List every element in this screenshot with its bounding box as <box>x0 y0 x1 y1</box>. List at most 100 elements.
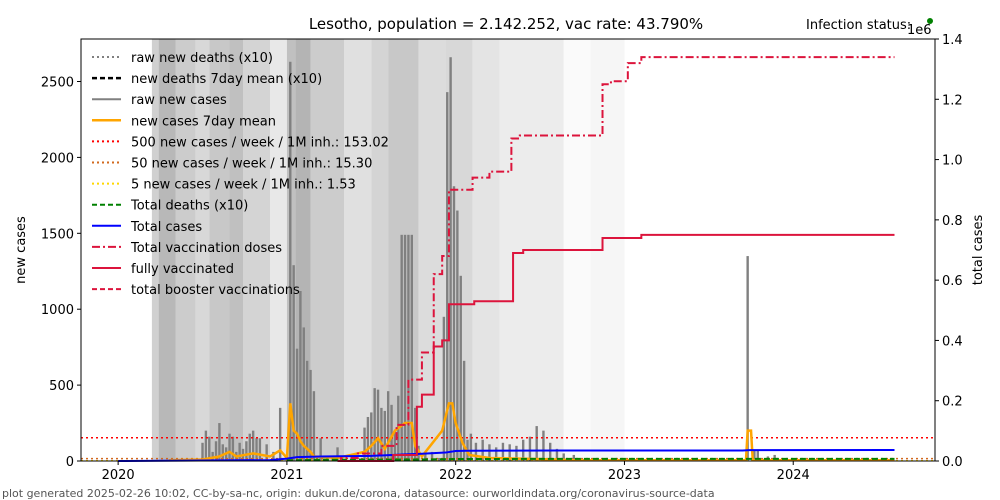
legend-label: raw new deaths (x10) <box>131 51 273 66</box>
bar-raw-new-cases <box>400 234 403 461</box>
bar-raw-new-cases <box>319 438 322 461</box>
bar-raw-new-cases <box>488 444 491 461</box>
bar-raw-new-cases <box>251 430 255 461</box>
bar-raw-new-cases <box>555 448 559 461</box>
legend-label: Total deaths (x10) <box>130 199 248 214</box>
x-tick-label: 2021 <box>270 468 303 483</box>
bar-raw-new-cases <box>452 186 456 461</box>
bar-raw-new-cases <box>501 442 505 461</box>
bar-raw-new-cases <box>302 327 305 461</box>
bar-raw-new-cases <box>278 407 282 461</box>
bar-raw-new-cases <box>272 451 275 461</box>
bar-raw-new-cases <box>753 450 756 461</box>
bar-raw-new-cases <box>508 444 511 461</box>
bar-raw-new-cases <box>413 407 417 461</box>
legend-label: 500 new cases / week / 1M inh.: 153.02 <box>131 135 389 150</box>
status-band <box>229 39 244 461</box>
bar-raw-new-cases <box>363 427 366 461</box>
infection-status-dot <box>927 18 933 24</box>
bar-raw-new-cases <box>380 407 383 461</box>
bar-raw-new-cases <box>248 433 251 461</box>
bar-raw-new-cases <box>572 454 576 461</box>
status-band <box>371 39 389 461</box>
legend-label: Total cases <box>130 220 202 235</box>
line-total-deaths-x10- <box>286 457 895 462</box>
bar-raw-new-cases <box>373 388 376 461</box>
y-left-tick-label: 2500 <box>41 76 74 91</box>
status-band <box>175 39 196 461</box>
legend-label: 5 new cases / week / 1M inh.: 1.53 <box>131 178 356 193</box>
status-band <box>158 39 176 461</box>
chart-title: Lesotho, population = 2.142.252, vac rat… <box>309 15 703 33</box>
bar-raw-new-cases <box>204 430 208 461</box>
bar-raw-new-cases <box>756 450 759 461</box>
bar-raw-new-cases <box>383 410 386 461</box>
y-axis-left: 0 500 1000 1500 2000 2500 <box>41 76 81 470</box>
bar-raw-new-cases <box>336 447 339 461</box>
bar-raw-new-cases <box>214 441 218 461</box>
bar-raw-new-cases <box>238 442 241 461</box>
bar-raw-new-cases <box>459 275 462 461</box>
bar-raw-new-cases <box>265 444 268 461</box>
infection-status-label: Infection status: <box>806 18 911 33</box>
y-axis-left-label: new cases <box>14 216 29 284</box>
bar-raw-new-cases <box>403 234 407 461</box>
status-band <box>270 39 287 461</box>
bar-raw-new-cases <box>407 234 410 461</box>
x-tick-label: 2023 <box>608 468 641 483</box>
line-total-vaccination-doses <box>337 56 895 462</box>
bar-raw-new-cases <box>424 453 427 461</box>
status-band <box>151 39 159 461</box>
status-band <box>310 39 345 461</box>
bar-raw-new-cases <box>201 442 204 461</box>
plot-frame <box>80 38 936 462</box>
bar-raw-new-cases <box>208 436 211 461</box>
legend-label: 50 new cases / week / 1M inh.: 15.30 <box>131 157 372 172</box>
x-axis: 2020 2021 2022 2023 2024 <box>102 461 810 483</box>
bar-raw-new-cases <box>449 57 452 462</box>
status-band <box>418 39 446 461</box>
status-band <box>472 39 500 461</box>
bar-raw-new-cases <box>442 316 446 461</box>
bar-raw-new-cases <box>390 404 393 461</box>
bar-raw-new-cases <box>386 391 390 461</box>
bar-raw-new-cases <box>430 451 434 461</box>
bar-raw-new-cases <box>456 210 459 461</box>
y-left-tick-label: 1000 <box>41 303 74 318</box>
bar-raw-new-cases <box>299 290 302 461</box>
y-right-tick-label: 0.0 <box>942 455 963 470</box>
bar-raw-new-cases <box>309 369 312 461</box>
bar-raw-new-cases <box>292 265 295 461</box>
bar-raw-new-cases <box>474 442 478 461</box>
bar-raw-new-cases <box>255 438 258 461</box>
bar-raw-new-cases <box>289 61 292 462</box>
bar-raw-new-cases <box>218 423 221 461</box>
legend-label: Total vaccination doses <box>130 241 282 256</box>
bar-raw-new-cases <box>462 360 466 461</box>
bar-raw-new-cases <box>376 389 380 461</box>
legend-label: fully vaccinated <box>131 262 234 277</box>
bar-raw-new-cases <box>393 430 397 461</box>
bar-raw-new-cases <box>535 426 538 461</box>
bar-raw-new-cases <box>528 436 532 461</box>
status-band <box>344 39 372 461</box>
y-right-tick-label: 0.8 <box>942 214 963 229</box>
bar-raw-new-cases <box>410 234 413 461</box>
legend-label: new deaths 7day mean (x10) <box>131 72 322 87</box>
bar-raw-new-cases <box>515 445 518 461</box>
series-lines <box>118 56 895 462</box>
bar-raw-new-cases <box>228 433 231 461</box>
y-left-tick-label: 1500 <box>41 227 74 242</box>
x-tick-label: 2020 <box>102 468 135 483</box>
footer-credits: plot generated 2025-02-26 10:02, CC-by-s… <box>2 487 715 500</box>
y-right-tick-label: 0.4 <box>942 334 963 349</box>
y-left-tick-label: 500 <box>49 379 74 394</box>
legend: raw new deaths (x10) new deaths 7day mean… <box>92 51 389 298</box>
bar-raw-new-cases <box>295 348 299 461</box>
line-total-cases <box>118 448 895 462</box>
y-right-tick-label: 0.2 <box>942 395 963 410</box>
bar-raw-new-cases <box>746 256 749 461</box>
status-band <box>243 39 271 461</box>
status-band <box>195 39 210 461</box>
